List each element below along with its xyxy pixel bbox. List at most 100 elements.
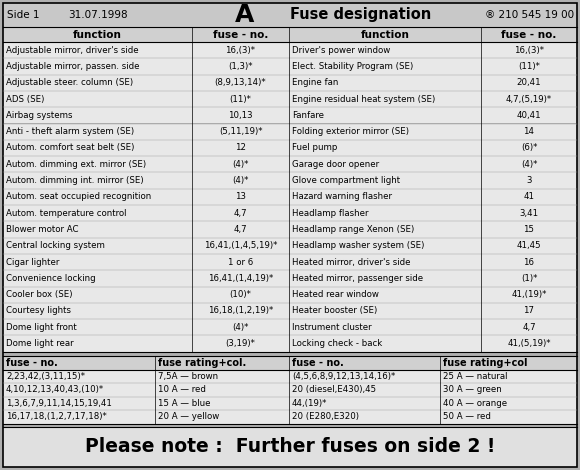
Text: Locking check - back: Locking check - back	[292, 339, 382, 348]
Bar	[3, 356, 577, 370]
Bar	[3, 383, 577, 397]
Text: 4,10,12,13,40,43,(10)*: 4,10,12,13,40,43,(10)*	[6, 385, 104, 394]
Text: (11)*: (11)*	[518, 62, 540, 71]
Text: function: function	[73, 30, 122, 39]
Text: Driver's power window: Driver's power window	[292, 46, 390, 55]
Text: 50 A — red: 50 A — red	[443, 413, 491, 422]
Bar	[3, 238, 577, 254]
Bar	[3, 336, 577, 352]
Text: 1 or 6: 1 or 6	[228, 258, 253, 266]
Text: (4,5,6,8,9,12,13,14,16)*: (4,5,6,8,9,12,13,14,16)*	[292, 372, 395, 381]
Text: 7,5A — brown: 7,5A — brown	[158, 372, 218, 381]
Text: Blower motor AC: Blower motor AC	[6, 225, 78, 234]
Text: 31.07.1998: 31.07.1998	[68, 10, 128, 20]
Text: Autom. comfort seat belt (SE): Autom. comfort seat belt (SE)	[6, 143, 135, 152]
Text: fuse - no.: fuse - no.	[6, 358, 58, 368]
Text: fuse - no.: fuse - no.	[501, 30, 557, 39]
Text: Heated mirror, driver's side: Heated mirror, driver's side	[292, 258, 411, 266]
Text: (4)*: (4)*	[521, 160, 537, 169]
Bar	[3, 27, 577, 42]
Text: 16,(3)*: 16,(3)*	[226, 46, 256, 55]
Text: 10 A — red: 10 A — red	[158, 385, 206, 394]
Text: Instrument cluster: Instrument cluster	[292, 323, 372, 332]
Text: (1,3)*: (1,3)*	[229, 62, 253, 71]
Bar	[3, 42, 577, 58]
Text: 10,13: 10,13	[228, 111, 253, 120]
Text: 20 (diesel,E430),45: 20 (diesel,E430),45	[292, 385, 376, 394]
Text: (5,11,19)*: (5,11,19)*	[219, 127, 262, 136]
Text: Anti - theft alarm system (SE): Anti - theft alarm system (SE)	[6, 127, 134, 136]
Text: 41: 41	[524, 192, 535, 201]
Text: 30 A — green: 30 A — green	[443, 385, 502, 394]
Bar	[3, 410, 577, 423]
Text: (3,19)*: (3,19)*	[226, 339, 255, 348]
Text: Fuel pump: Fuel pump	[292, 143, 338, 152]
Text: 16,17,18,(1,2,7,17,18)*: 16,17,18,(1,2,7,17,18)*	[6, 413, 107, 422]
Text: 15 A — blue: 15 A — blue	[158, 399, 211, 408]
Text: (4)*: (4)*	[233, 323, 249, 332]
Text: (6)*: (6)*	[521, 143, 537, 152]
Text: Glove compartment light: Glove compartment light	[292, 176, 400, 185]
Text: Fanfare: Fanfare	[292, 111, 324, 120]
Bar	[3, 3, 577, 27]
Text: Heated rear window: Heated rear window	[292, 290, 379, 299]
Text: Cigar lighter: Cigar lighter	[6, 258, 59, 266]
Text: Headlamp range Xenon (SE): Headlamp range Xenon (SE)	[292, 225, 414, 234]
Text: Cooler box (SE): Cooler box (SE)	[6, 290, 72, 299]
Text: 44,(19)*: 44,(19)*	[292, 399, 327, 408]
Bar	[3, 270, 577, 287]
Bar	[3, 221, 577, 238]
Text: Engine fan: Engine fan	[292, 78, 338, 87]
Bar	[3, 287, 577, 303]
Text: A: A	[235, 3, 255, 27]
Text: 3: 3	[526, 176, 532, 185]
Text: fuse rating+col: fuse rating+col	[443, 358, 527, 368]
Text: Convenience locking: Convenience locking	[6, 274, 96, 283]
Text: Engine residual heat system (SE): Engine residual heat system (SE)	[292, 94, 435, 103]
Text: Headlamp flasher: Headlamp flasher	[292, 209, 368, 218]
Text: 12: 12	[235, 143, 246, 152]
Text: 16,41,(1,4,19)*: 16,41,(1,4,19)*	[208, 274, 273, 283]
Bar	[3, 427, 577, 467]
Text: 13: 13	[235, 192, 246, 201]
Text: (1)*: (1)*	[521, 274, 537, 283]
Bar	[3, 254, 577, 270]
Text: (11)*: (11)*	[230, 94, 252, 103]
Text: 4,7: 4,7	[522, 323, 536, 332]
Text: function: function	[361, 30, 409, 39]
Text: Heater booster (SE): Heater booster (SE)	[292, 306, 377, 315]
Text: Please note :  Further fuses on side 2 !: Please note : Further fuses on side 2 !	[85, 438, 495, 456]
Bar	[3, 370, 577, 383]
Text: 16,41,(1,4,5,19)*: 16,41,(1,4,5,19)*	[204, 241, 277, 250]
Text: 4,7,(5,19)*: 4,7,(5,19)*	[506, 94, 552, 103]
Bar	[3, 124, 577, 140]
Text: 4,7: 4,7	[234, 225, 247, 234]
Bar	[3, 75, 577, 91]
Text: 41,(5,19)*: 41,(5,19)*	[508, 339, 551, 348]
Text: Folding exterior mirror (SE): Folding exterior mirror (SE)	[292, 127, 409, 136]
Text: Central locking system: Central locking system	[6, 241, 105, 250]
Bar	[3, 156, 577, 172]
Text: 20 (E280,E320): 20 (E280,E320)	[292, 413, 359, 422]
Text: Elect. Stability Program (SE): Elect. Stability Program (SE)	[292, 62, 413, 71]
Text: 17: 17	[524, 306, 535, 315]
Text: Heated mirror, passenger side: Heated mirror, passenger side	[292, 274, 423, 283]
Bar	[3, 188, 577, 205]
Text: 40 A — orange: 40 A — orange	[443, 399, 507, 408]
Text: 16: 16	[524, 258, 535, 266]
Text: 16,18,(1,2,19)*: 16,18,(1,2,19)*	[208, 306, 273, 315]
Bar	[3, 397, 577, 410]
Bar	[3, 91, 577, 107]
Text: Autom. temperature control: Autom. temperature control	[6, 209, 126, 218]
Bar	[3, 172, 577, 188]
Text: 14: 14	[524, 127, 535, 136]
Text: 2,23,42,(3,11,15)*: 2,23,42,(3,11,15)*	[6, 372, 85, 381]
Text: Autom. seat occupied recognition: Autom. seat occupied recognition	[6, 192, 151, 201]
Text: Hazard warning flasher: Hazard warning flasher	[292, 192, 392, 201]
Text: (4)*: (4)*	[233, 160, 249, 169]
Text: 25 A — natural: 25 A — natural	[443, 372, 508, 381]
Bar	[3, 303, 577, 319]
Text: 16,(3)*: 16,(3)*	[514, 46, 544, 55]
Text: Adjustable mirror, driver's side: Adjustable mirror, driver's side	[6, 46, 139, 55]
Text: Adjustable mirror, passen. side: Adjustable mirror, passen. side	[6, 62, 140, 71]
